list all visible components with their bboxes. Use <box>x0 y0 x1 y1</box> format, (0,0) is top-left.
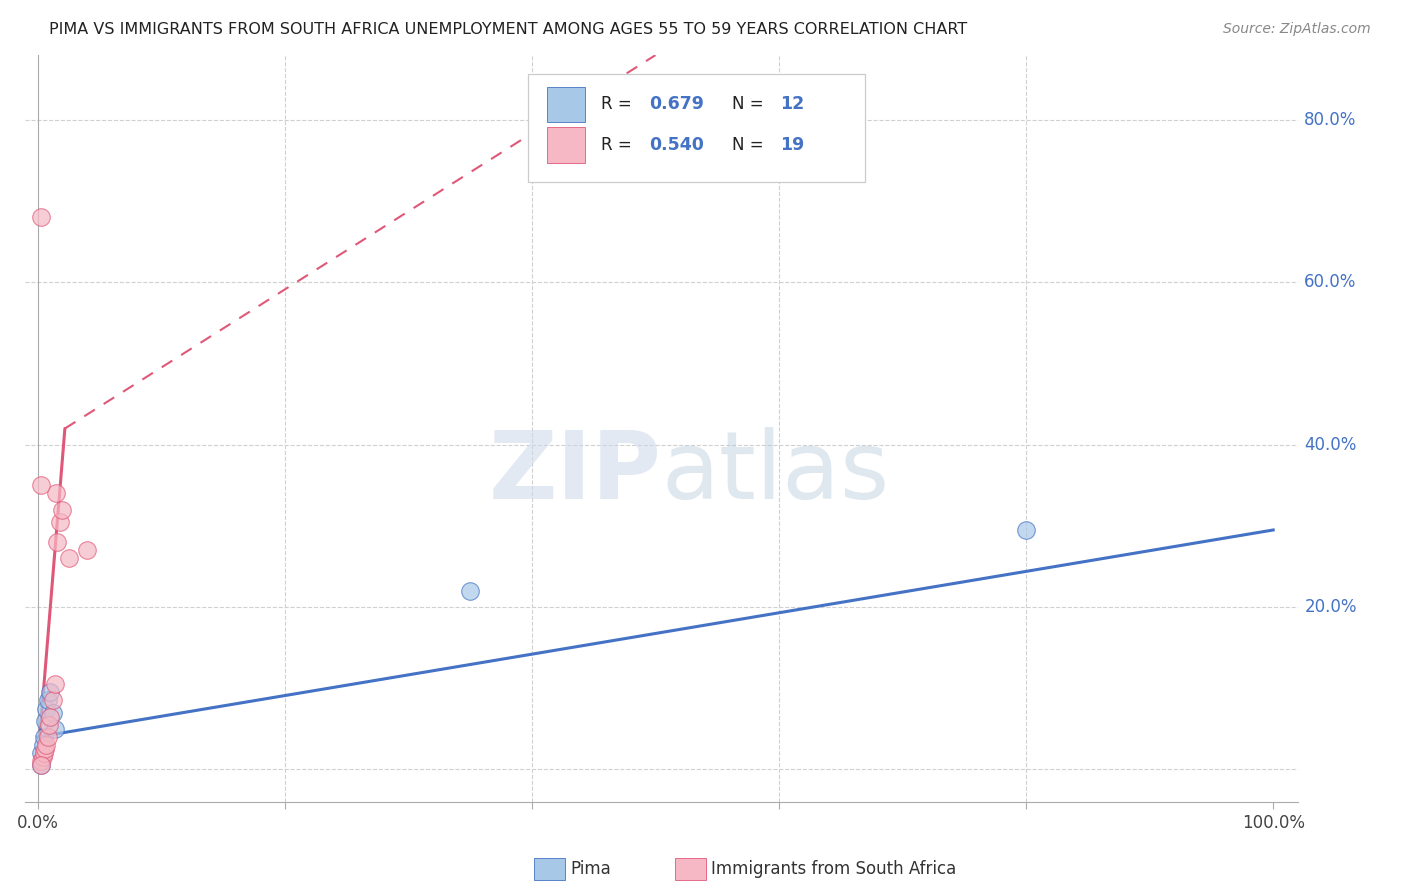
Point <box>34 742 56 756</box>
Text: 19: 19 <box>780 136 804 153</box>
Text: 12: 12 <box>780 95 804 113</box>
Text: N =: N = <box>731 95 769 113</box>
Text: ZIP: ZIP <box>489 427 662 519</box>
Point <box>30 758 52 772</box>
Point <box>49 515 72 529</box>
Point <box>31 738 53 752</box>
Point <box>35 701 58 715</box>
Point <box>44 722 66 736</box>
Point <box>30 211 52 225</box>
Point <box>51 502 73 516</box>
Point <box>32 746 55 760</box>
Text: PIMA VS IMMIGRANTS FROM SOUTH AFRICA UNEMPLOYMENT AMONG AGES 55 TO 59 YEARS CORR: PIMA VS IMMIGRANTS FROM SOUTH AFRICA UNE… <box>49 22 967 37</box>
FancyBboxPatch shape <box>547 87 585 122</box>
Point <box>30 746 52 760</box>
Point <box>58 551 80 566</box>
Point <box>37 693 59 707</box>
Text: R =: R = <box>600 95 637 113</box>
Point <box>38 718 60 732</box>
Text: 0.540: 0.540 <box>650 136 704 153</box>
Point <box>31 750 53 764</box>
Point <box>39 709 62 723</box>
Text: 60.0%: 60.0% <box>1305 274 1357 292</box>
Point <box>30 754 52 768</box>
Text: atlas: atlas <box>662 427 890 519</box>
Text: 20.0%: 20.0% <box>1305 599 1357 616</box>
FancyBboxPatch shape <box>547 127 585 162</box>
Point <box>76 543 98 558</box>
Text: Immigrants from South Africa: Immigrants from South Africa <box>711 860 956 878</box>
Point <box>44 677 66 691</box>
Text: Pima: Pima <box>571 860 612 878</box>
Point <box>37 730 59 744</box>
Point <box>41 706 63 720</box>
Point <box>32 730 55 744</box>
FancyBboxPatch shape <box>529 74 865 182</box>
Point <box>45 486 67 500</box>
Point <box>34 714 56 728</box>
Point <box>458 583 481 598</box>
Text: 0.679: 0.679 <box>650 95 704 113</box>
Point <box>35 738 58 752</box>
Text: R =: R = <box>600 136 637 153</box>
Text: Source: ZipAtlas.com: Source: ZipAtlas.com <box>1223 22 1371 37</box>
Point <box>30 478 52 492</box>
Point <box>30 758 52 772</box>
Point <box>46 535 69 549</box>
Text: 80.0%: 80.0% <box>1305 112 1357 129</box>
Text: N =: N = <box>731 136 769 153</box>
Point <box>39 685 62 699</box>
Text: 40.0%: 40.0% <box>1305 436 1357 454</box>
Point <box>41 693 63 707</box>
Point <box>1015 523 1038 537</box>
